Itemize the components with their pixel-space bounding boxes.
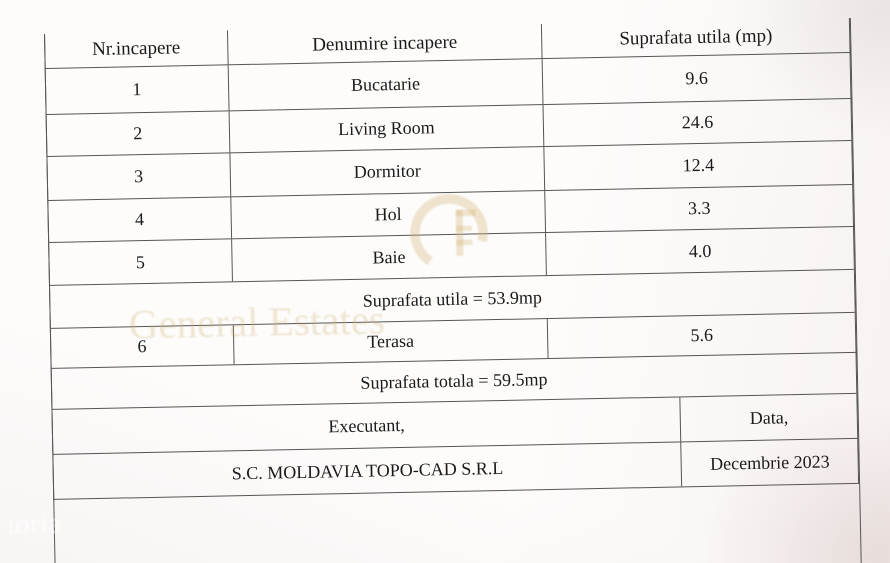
svg-text:Storia: Storia <box>0 507 62 541</box>
